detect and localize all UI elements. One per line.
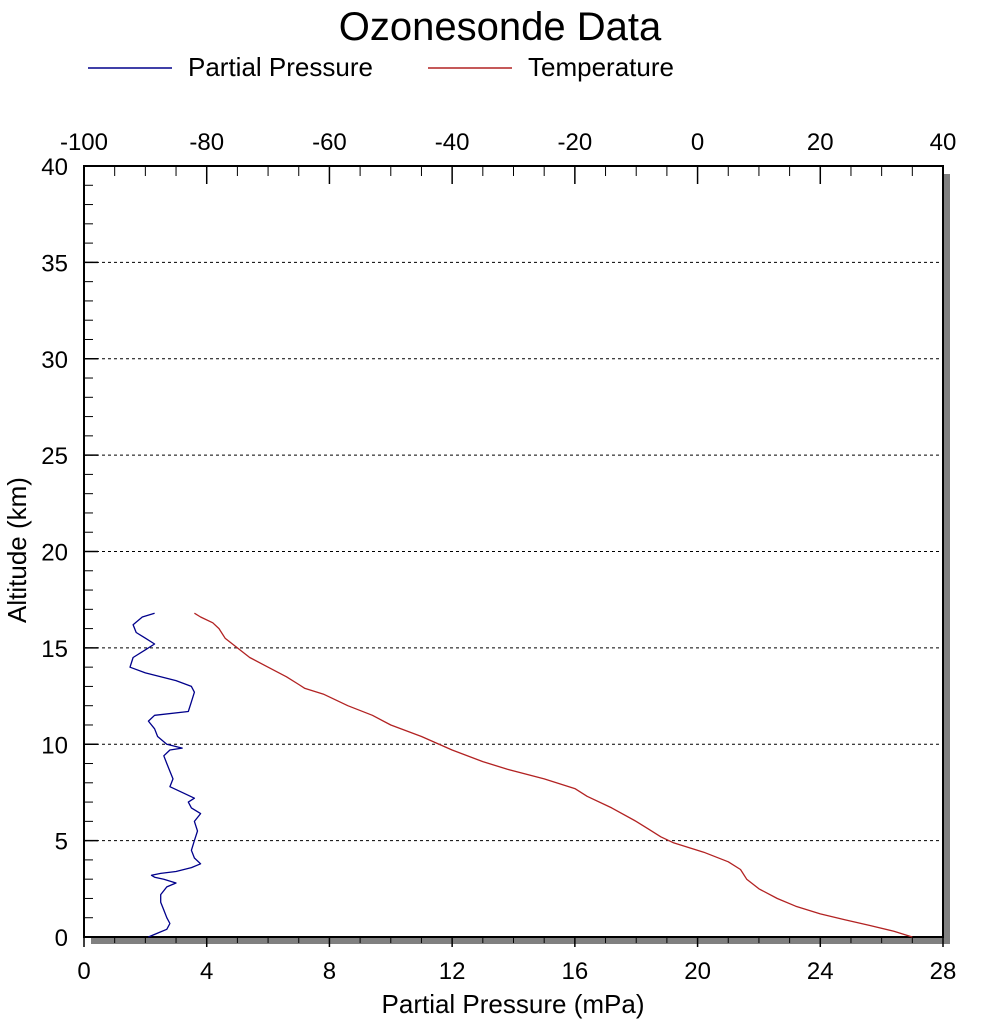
x-bottom-tick-label: 8 [323, 958, 336, 985]
y-axis-label: Altitude (km) [2, 477, 32, 623]
y-tick-label: 35 [41, 250, 68, 277]
series-line-temperature [194, 612, 913, 938]
y-tick-label: 10 [41, 732, 68, 759]
y-tick-label: 0 [55, 925, 68, 952]
x-bottom-tick-label: 16 [562, 958, 589, 985]
x-top-tick-label: -80 [189, 129, 224, 156]
legend: Partial Pressure Temperature [88, 52, 674, 82]
x-bottom-tick-label: 12 [439, 958, 466, 985]
y-tick-label: 5 [55, 829, 68, 856]
y-tick-label: 25 [41, 443, 68, 470]
x-axis-top: -100 -80 -60 -40 -20 0 20 40 [60, 129, 956, 184]
series-layer [129, 612, 913, 938]
x-axis-label: Partial Pressure (mPa) [382, 989, 645, 1019]
x-top-tick-label: -60 [312, 129, 347, 156]
chart-title: Ozonesonde Data [339, 5, 662, 49]
x-top-tick-label: 0 [691, 129, 704, 156]
y-axis: 0 5 10 15 20 25 30 35 40 [41, 154, 98, 952]
series-line-partial-pressure [129, 612, 202, 938]
y-tick-label: 20 [41, 540, 68, 567]
plot-shadow [91, 174, 950, 944]
x-axis-bottom: 0 4 8 12 16 20 24 28 [77, 937, 956, 985]
x-top-tick-label: 40 [930, 129, 957, 156]
x-top-tick-label: 20 [807, 129, 834, 156]
legend-label-temperature: Temperature [528, 52, 674, 82]
x-bottom-tick-label: 0 [77, 958, 90, 985]
y-tick-label: 15 [41, 636, 68, 663]
y-tick-label: 40 [41, 154, 68, 181]
x-bottom-tick-label: 4 [200, 958, 213, 985]
y-tick-label: 30 [41, 347, 68, 374]
legend-label-partial-pressure: Partial Pressure [188, 52, 373, 82]
x-bottom-tick-label: 20 [684, 958, 711, 985]
x-top-tick-label: -20 [558, 129, 593, 156]
x-top-tick-label: -40 [435, 129, 470, 156]
x-bottom-tick-label: 24 [807, 958, 834, 985]
grid-lines [84, 261, 943, 842]
x-top-tick-label: -100 [60, 129, 108, 156]
x-bottom-tick-label: 28 [930, 958, 957, 985]
